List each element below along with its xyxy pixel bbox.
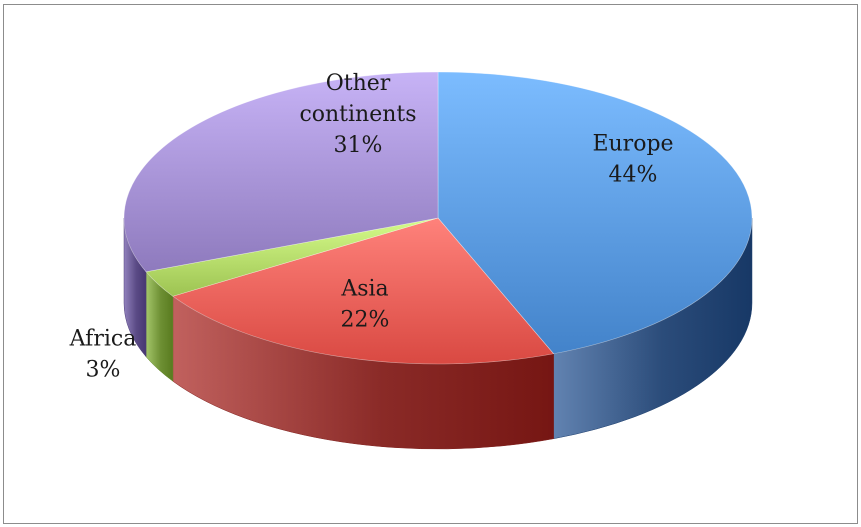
pie-slice-asia: [172, 217, 555, 365]
data-label-africa: Africa 3%: [69, 327, 137, 383]
data-label-asia: Asia 22%: [340, 277, 389, 333]
pie-labels: Europe 44% Asia 22% Africa 3% Other continents 3…: [69, 71, 674, 383]
data-label-europe: Europe 44%: [592, 132, 673, 188]
pie-slice-europe: [437, 71, 753, 355]
pie-slice-other-continents: [123, 71, 439, 273]
data-label-other-continents: Other continents 31%: [299, 71, 416, 158]
pie-tops: [123, 71, 753, 365]
